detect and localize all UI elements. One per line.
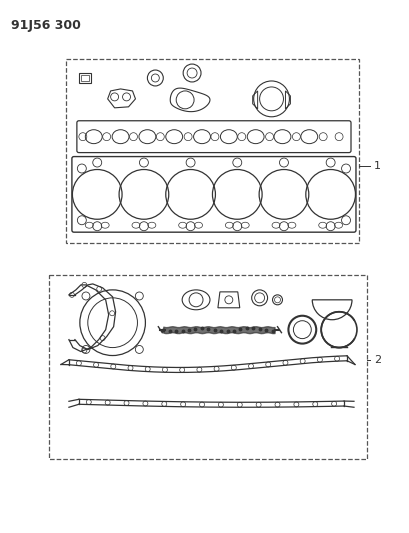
Bar [79, 73, 90, 83]
Bar [81, 75, 89, 81]
Text: 2: 2 [373, 354, 380, 365]
Bar [49, 275, 366, 459]
Bar [66, 59, 358, 243]
Text: 91J56 300: 91J56 300 [11, 19, 81, 33]
Text: 1: 1 [373, 160, 380, 171]
